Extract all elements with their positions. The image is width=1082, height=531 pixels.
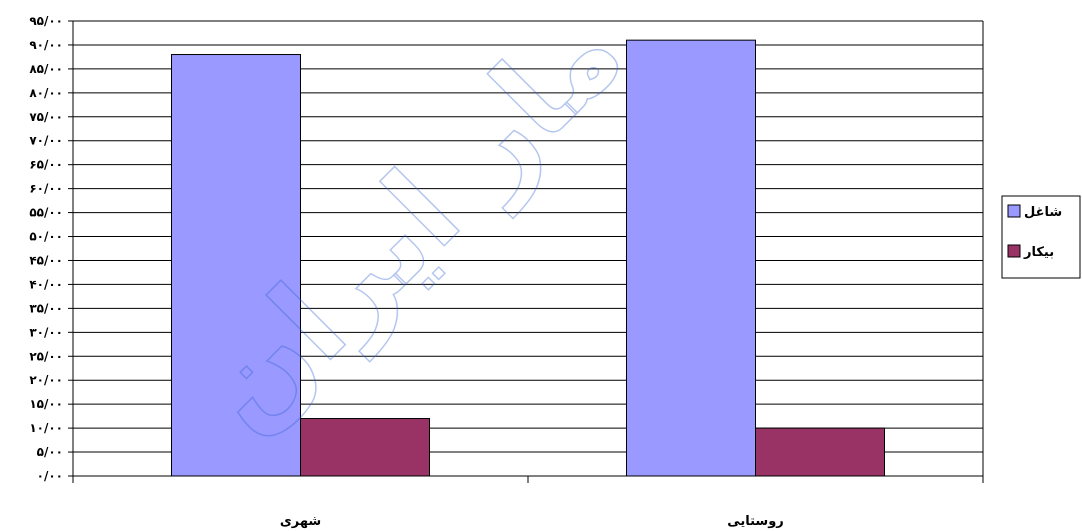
bar-employed-rural [626,39,756,477]
y-tick-label: ۹۰/۰۰ [29,38,63,52]
y-tick-label: ۴۵/۰۰ [29,253,63,267]
y-tick-label: ۹۵/۰۰ [29,14,63,28]
y-tick-label: ۵۰/۰۰ [29,230,63,244]
y-tick-label: ۲۰/۰۰ [29,373,63,387]
y-tick-label: ۵۵/۰۰ [29,206,63,220]
legend-label: شاغل [1024,205,1062,220]
legend-swatch [1007,204,1021,218]
legend: شاغل بیکار [1001,195,1081,279]
bar-unemployed-urban [300,418,430,477]
y-tick-label: ۸۰/۰۰ [29,86,63,100]
bars [171,39,885,477]
y-tick-label: ۶۰/۰۰ [29,182,63,196]
y-tick-label: ۰/۰۰ [37,469,63,483]
y-tick-label: ۳۰/۰۰ [29,325,63,339]
axes [72,21,984,483]
x-axis-categories: شهری روستایی [280,514,784,529]
y-axis-ticks: ۰/۰۰ ۵/۰۰ ۱۰/۰۰ ۱۵/۰۰ ۲۰/۰۰ ۲۵/۰۰ ۳۰/۰۰ ۳۵/۰۰ ۴۰… [29,14,73,483]
y-tick-label: ۶۵/۰۰ [29,158,63,172]
legend-label: بیکار [1023,245,1054,260]
y-tick-label: ۸۵/۰۰ [29,62,63,76]
y-tick-label: ۷۵/۰۰ [29,110,63,124]
y-tick-label: ۲۵/۰۰ [29,349,63,363]
y-tick-label: ۱۰/۰۰ [29,421,63,435]
bar-unemployed-rural [755,427,885,477]
y-tick-label: ۴۰/۰۰ [29,277,63,291]
y-tick-label: ۳۵/۰۰ [29,301,63,315]
legend-swatch [1007,244,1021,258]
x-category-label: روستایی [727,514,784,529]
bar-employed-urban [171,54,301,477]
y-tick-label: ۵/۰۰ [37,445,63,459]
y-tick-label: ۱۵/۰۰ [29,397,63,411]
x-category-label: شهری [280,514,321,529]
y-tick-label: ۷۰/۰۰ [29,134,63,148]
